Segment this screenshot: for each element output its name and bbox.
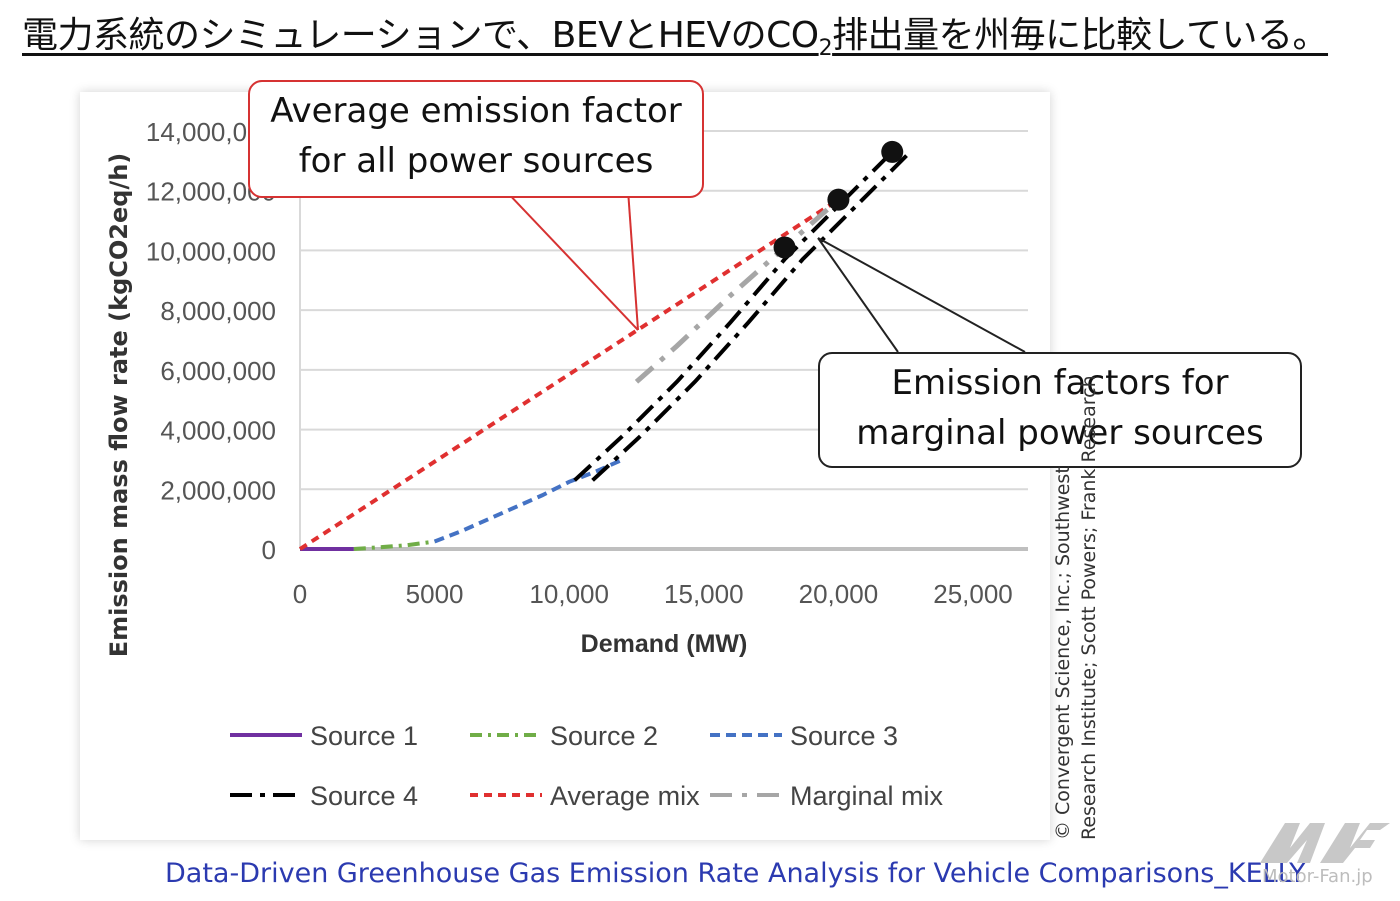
copyright-note: © Convergent Science, Inc.; Southwest Re… (1050, 320, 1110, 840)
y-tick-label: 4,000,000 (160, 416, 276, 446)
series-line-source-3 (433, 457, 624, 544)
legend-label: Source 1 (310, 721, 418, 751)
copyright-line1: © Convergent Science, Inc.; Southwest (1052, 466, 1074, 840)
series-line-source-4 (573, 150, 894, 482)
legend-label: Marginal mix (790, 781, 944, 811)
title-part2: 排出量を州毎に比較している。 (832, 15, 1329, 56)
legend-item-average-mix: Average mix (470, 781, 700, 811)
data-point-marker (827, 188, 850, 211)
legend-label: Source 2 (550, 721, 658, 751)
marginal-callout: Emission factors for marginal power sour… (818, 352, 1302, 468)
source-caption: Data-Driven Greenhouse Gas Emission Rate… (165, 858, 1306, 889)
motorfan-logo-icon (1260, 823, 1390, 863)
legend-item-marginal-mix: Marginal mix (710, 781, 944, 811)
marginal-callout-pointer (817, 237, 1026, 353)
x-tick-label: 15,000 (664, 579, 744, 609)
watermark: Motor-Fan.jp (1262, 866, 1373, 887)
y-tick-label: 2,000,000 (160, 475, 276, 505)
x-tick-label: 20,000 (799, 579, 879, 609)
title-part1: 電力系統のシミュレーションで、BEVとHEVのCO (22, 15, 819, 56)
marginal-callout-line2: marginal power sources (856, 413, 1264, 453)
x-tick-label: 0 (293, 579, 307, 609)
legend-label: Source 3 (790, 721, 898, 751)
legend-item-source-1: Source 1 (230, 721, 418, 751)
legend-item-source-4: Source 4 (230, 781, 418, 811)
legend-label: Average mix (550, 781, 700, 811)
series-line-marginal-mix (634, 197, 841, 384)
marginal-callout-line1: Emission factors for (891, 363, 1229, 403)
x-tick-label: 5000 (406, 579, 464, 609)
series-line-average-mix (298, 197, 840, 551)
y-tick-label: 8,000,000 (160, 296, 276, 326)
title-subscript: 2 (818, 36, 833, 62)
page-title: 電力系統のシミュレーションで、BEVとHEVのCO2排出量を州毎に比較している。 (22, 6, 1382, 61)
data-point-marker (773, 236, 796, 259)
y-tick-label: 6,000,000 (160, 356, 276, 386)
x-tick-label: 25,000 (933, 579, 1013, 609)
average-callout-pointer (504, 189, 639, 331)
average-callout-pointer (627, 189, 639, 331)
x-tick-label: 10,000 (529, 579, 609, 609)
y-tick-label: 0 (262, 535, 276, 565)
series-line-source-4-offset (591, 150, 912, 482)
y-axis-title: Emission mass flow rate (kgCO2eq/h) (105, 153, 133, 658)
x-axis-title: Demand (MW) (581, 630, 748, 658)
average-callout-line2: for all power sources (298, 141, 654, 181)
copyright-line2: Research Institute; Scott Powers; Frank … (1078, 375, 1100, 840)
average-callout-line1: Average emission factor (270, 91, 682, 131)
average-callout: Average emission factor for all power so… (248, 80, 704, 198)
data-point-marker (881, 140, 904, 163)
legend-item-source-3: Source 3 (710, 721, 898, 751)
marginal-callout-pointer (817, 237, 899, 353)
legend-label: Source 4 (310, 781, 418, 811)
y-tick-label: 10,000,000 (146, 236, 276, 266)
legend-item-source-2: Source 2 (470, 721, 658, 751)
